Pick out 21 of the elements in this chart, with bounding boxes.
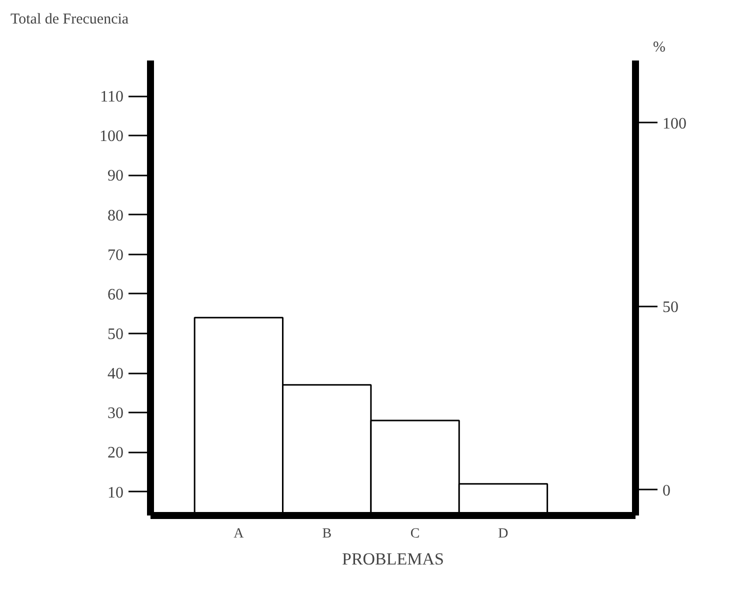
y-tick-label: 70	[108, 246, 124, 264]
y-tick-label: 100	[100, 128, 124, 146]
x-axis-title: PROBLEMAS	[342, 550, 444, 568]
x-tick-label: B	[322, 526, 332, 542]
y-tick-label: 20	[108, 444, 124, 462]
y2-axis-title: %	[653, 40, 666, 56]
y-tick-label: 30	[108, 405, 124, 422]
y-tick-label: 60	[108, 286, 124, 304]
y-axis-title: Total de Frecuencia	[10, 12, 129, 28]
x-tick-label: C	[410, 526, 420, 542]
x-tick-label: D	[498, 526, 508, 542]
y2-tick-label: 0	[662, 482, 670, 500]
y-tick-label: 80	[108, 207, 124, 224]
y-tick-label: 110	[100, 88, 124, 106]
y-tick-label: 90	[108, 168, 124, 185]
y-tick-label: 40	[108, 366, 124, 383]
y-tick-label: 50	[108, 326, 124, 343]
x-tick-label: A	[234, 526, 245, 542]
y-tick-label: 10	[108, 484, 124, 502]
y2-tick-label: 50	[662, 298, 678, 316]
y2-tick-label: 100	[662, 115, 686, 132]
